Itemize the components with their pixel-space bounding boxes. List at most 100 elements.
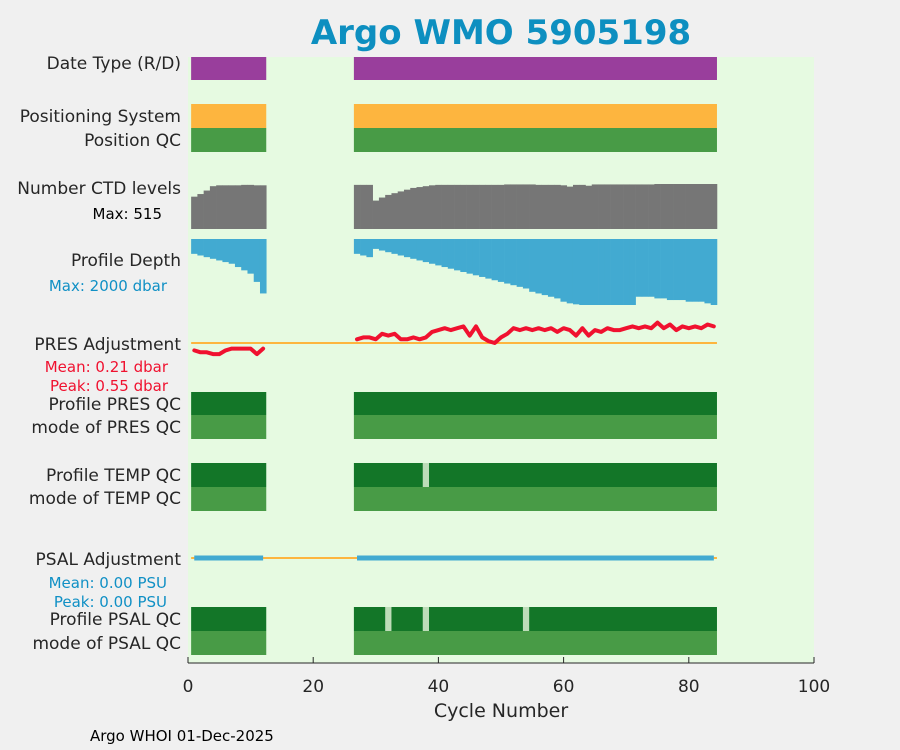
depth-bar-62 (572, 239, 580, 305)
depth-bar-82 (698, 239, 705, 302)
ctd-bar-58 (547, 184, 555, 229)
depth-bar-77 (666, 239, 674, 301)
row-label-pres-adjustment: PRES Adjustment (34, 335, 181, 355)
row-label-profile-depth: Profile Depth (71, 251, 181, 271)
depth-bar-80 (685, 239, 693, 302)
mode-temp-qc-band-1 (191, 487, 267, 511)
depth-bar-27 (353, 239, 361, 254)
row-label-ctd-levels: Number CTD levels (17, 179, 181, 199)
depth-bar-28 (360, 239, 367, 256)
ctd-bar-6 (222, 185, 229, 229)
depth-bar-70 (623, 239, 630, 305)
depth-bar-37 (416, 239, 424, 261)
depth-bar-12 (259, 239, 267, 294)
depth-bar-5 (216, 239, 223, 261)
ctd-bar-60 (560, 185, 568, 229)
ctd-bar-27 (353, 184, 361, 229)
depth-bar-8 (234, 239, 242, 268)
ctd-bar-33 (391, 193, 399, 229)
depth-bar-51 (504, 239, 511, 284)
ctd-bar-84 (710, 184, 718, 229)
depth-bar-44 (460, 239, 467, 272)
ctd-bar-30 (372, 200, 380, 229)
ctd-bar-41 (441, 184, 449, 229)
ctd-bar-50 (497, 184, 505, 229)
ctd-bar-66 (598, 184, 605, 229)
row-label-psal-adjustment: PSAL Adjustment (36, 550, 182, 570)
ctd-bar-76 (660, 184, 668, 229)
depth-bar-68 (610, 239, 618, 305)
positioning-system-band-2 (353, 104, 717, 128)
mode-temp-qc-band-2 (353, 487, 717, 511)
depth-bar-73 (641, 239, 649, 297)
ctd-bar-44 (460, 184, 467, 229)
ctd-bar-11 (253, 185, 261, 229)
depth-bar-29 (366, 239, 373, 258)
depth-bar-2 (197, 239, 204, 256)
depth-bar-9 (241, 239, 248, 271)
ctd-bar-45 (466, 184, 474, 229)
depth-bar-54 (522, 239, 530, 289)
depth-bar-71 (629, 239, 636, 305)
ctd-bar-71 (629, 184, 636, 229)
x-axis-label: Cycle Number (434, 700, 568, 722)
ctd-bar-67 (604, 184, 611, 229)
ctd-bar-46 (472, 184, 480, 229)
ctd-bar-12 (259, 185, 267, 229)
x-tick-label: 20 (302, 677, 324, 697)
depth-bar-38 (422, 239, 430, 263)
ctd-bar-72 (635, 184, 643, 229)
ctd-bar-42 (447, 184, 455, 229)
chart-title: Argo WMO 5905198 (311, 13, 691, 53)
depth-bar-48 (485, 239, 492, 279)
psal-qc-flag-38 (422, 607, 430, 631)
pres-mean-label: Mean: 0.21 dbar (45, 358, 169, 376)
depth-bar-4 (209, 239, 217, 259)
depth-bar-31 (378, 239, 386, 251)
ctd-bar-74 (648, 184, 655, 229)
depth-bar-59 (554, 239, 561, 299)
ctd-bar-32 (385, 194, 392, 229)
date-type-band-1 (191, 57, 267, 80)
depth-bar-53 (516, 239, 524, 287)
ctd-bar-63 (579, 184, 586, 229)
ctd-bar-78 (673, 184, 680, 229)
depth-bar-49 (491, 239, 499, 281)
ctd-bar-53 (516, 184, 524, 229)
depth-bar-47 (479, 239, 486, 277)
row-label-profile-psal-qc: Profile PSAL QC (50, 610, 181, 630)
depth-bar-58 (547, 239, 555, 297)
depth-bar-60 (560, 239, 568, 302)
ctd-bar-68 (610, 184, 618, 229)
x-tick-label: 0 (183, 677, 194, 697)
profile-temp-qc-band-2 (353, 463, 717, 487)
ctd-bar-48 (485, 184, 492, 229)
ctd-bar-4 (209, 186, 217, 229)
ctd-bar-40 (435, 184, 442, 229)
positioning-system-band-1 (191, 104, 267, 128)
x-axis-ticks: 0 20 40 60 80 100 (183, 657, 830, 697)
x-tick-label: 60 (553, 677, 575, 697)
ctd-bar-38 (422, 186, 430, 229)
ctd-bar-31 (378, 197, 386, 229)
ctd-bar-49 (491, 184, 499, 229)
ctd-bar-47 (479, 184, 486, 229)
depth-bar-75 (654, 239, 661, 299)
row-label-mode-temp-qc: mode of TEMP QC (29, 489, 181, 509)
depth-bar-40 (435, 239, 442, 266)
depth-bar-36 (410, 239, 417, 259)
depth-bar-11 (253, 239, 261, 282)
ctd-bar-81 (691, 184, 699, 229)
ctd-bar-7 (228, 185, 236, 229)
ctd-bar-1 (191, 196, 198, 229)
row-label-profile-pres-qc: Profile PRES QC (48, 395, 181, 415)
depth-bar-65 (591, 239, 599, 305)
ctd-bar-69 (616, 184, 624, 229)
depth-bar-45 (466, 239, 474, 274)
depth-bar-39 (429, 239, 436, 264)
psal-mean-label: Mean: 0.00 PSU (49, 574, 167, 592)
profile-pres-qc-band-1 (191, 392, 267, 415)
depth-bar-74 (648, 239, 655, 297)
depth-bar-81 (691, 239, 699, 302)
temp-qc-flag-38 (422, 463, 430, 487)
